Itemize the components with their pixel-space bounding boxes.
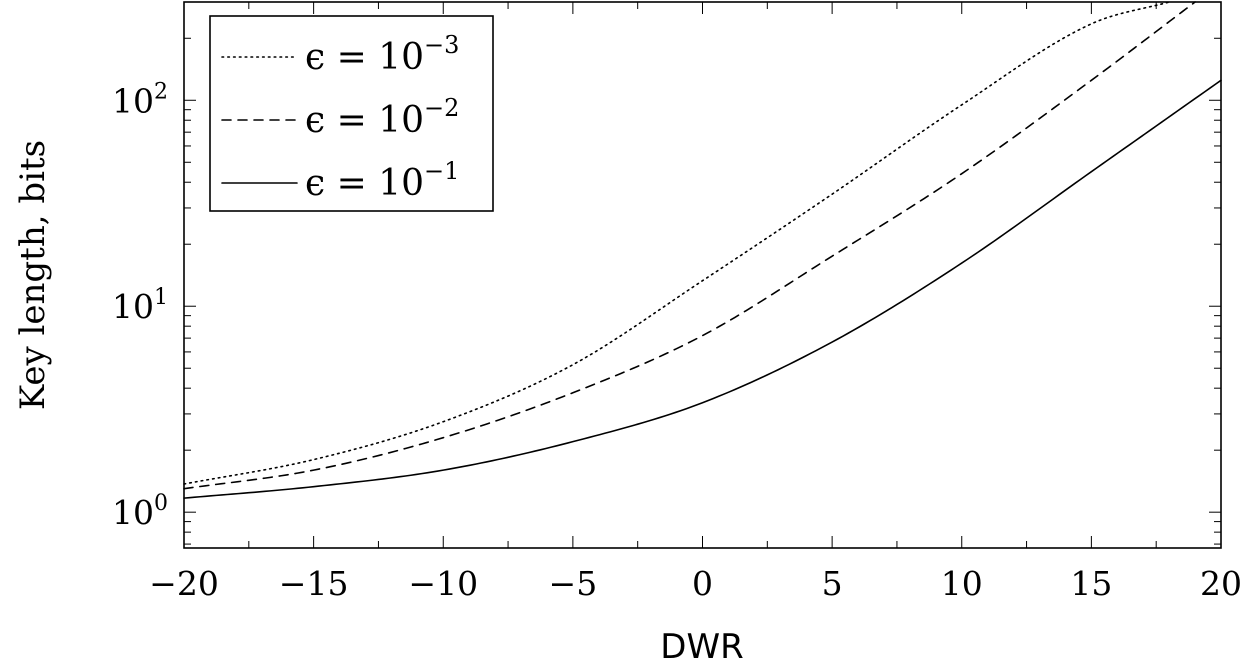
legend-box bbox=[209, 15, 494, 212]
x-tick-label: 20 bbox=[1200, 564, 1242, 603]
series-line-1 bbox=[183, 1, 1170, 485]
x-tick-label: −5 bbox=[549, 564, 598, 603]
legend: ϵ = 10−3 ϵ = 10−2 ϵ = 10−1 bbox=[209, 15, 494, 212]
series-layer bbox=[183, 1, 1222, 499]
x-tick-label: 15 bbox=[1070, 564, 1112, 603]
legend-label-3: ϵ = 10−1 bbox=[305, 157, 459, 204]
x-tick-label: 0 bbox=[692, 564, 713, 603]
minor-ticks bbox=[184, 1, 1221, 548]
x-tick-label: 10 bbox=[941, 564, 983, 603]
x-tick-labels: −20 −15 −10 −5 0 5 10 15 20 bbox=[149, 564, 1242, 603]
series-line-2 bbox=[183, 1, 1196, 490]
y-tick-label: 100 bbox=[112, 491, 168, 532]
x-axis-title: DWR bbox=[660, 627, 743, 666]
x-tick-label: −15 bbox=[279, 564, 349, 603]
y-axis-title: Key length, bits bbox=[13, 140, 53, 410]
x-tick-label: 5 bbox=[822, 564, 843, 603]
x-tick-label: −10 bbox=[408, 564, 478, 603]
y-tick-labels: 100 101 102 bbox=[112, 79, 168, 532]
plot-frame bbox=[183, 1, 1222, 549]
x-tick-label: −20 bbox=[149, 564, 219, 603]
legend-label-2: ϵ = 10−2 bbox=[305, 94, 459, 141]
y-tick-label: 102 bbox=[112, 79, 168, 120]
y-tick-label: 101 bbox=[112, 285, 168, 326]
series-line-3 bbox=[183, 79, 1222, 499]
legend-label-1: ϵ = 10−3 bbox=[305, 31, 459, 78]
